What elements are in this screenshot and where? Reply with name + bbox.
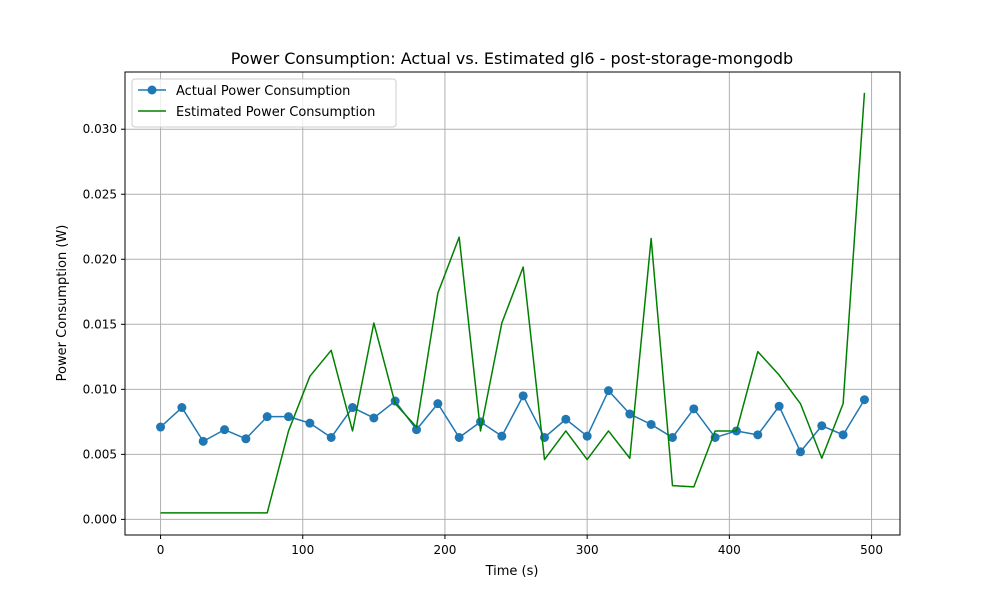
plot-area [125, 72, 900, 535]
legend-box [131, 78, 397, 128]
data-point-actual [369, 413, 379, 423]
data-point-actual [603, 386, 613, 396]
y-tick-label: 0.025 [83, 187, 117, 201]
x-tick-label: 400 [718, 543, 741, 557]
data-point-actual [156, 422, 166, 432]
data-point-actual [582, 431, 592, 441]
data-point-actual [817, 421, 827, 431]
x-tick-label: 0 [157, 543, 165, 557]
data-point-actual [305, 418, 315, 428]
data-point-actual [667, 432, 677, 442]
data-point-actual [859, 395, 869, 405]
data-point-actual [198, 436, 208, 446]
data-point-actual [518, 391, 528, 401]
data-point-actual [838, 430, 848, 440]
x-tick-label: 300 [576, 543, 599, 557]
plot-frame [124, 71, 901, 536]
y-tick-label: 0.000 [83, 512, 117, 526]
data-point-actual [795, 447, 805, 457]
series-line-actual [160, 389, 866, 453]
y-axis-title: Power Consumption (W) [55, 225, 70, 382]
data-point-actual [177, 403, 187, 413]
x-tick-label: 500 [860, 543, 883, 557]
data-point-actual [220, 425, 230, 435]
data-point-actual [625, 409, 635, 419]
x-axis-title: Time (s) [485, 564, 539, 579]
data-point-actual [433, 399, 443, 409]
series-layer [156, 92, 869, 514]
data-point-actual [646, 419, 656, 429]
data-point-actual [412, 425, 422, 435]
legend-actual-label: Actual Power Consumption [176, 84, 350, 99]
data-point-actual [262, 412, 272, 422]
data-point-actual [348, 403, 358, 413]
data-point-actual [561, 414, 571, 424]
chart-title: Power Consumption: Actual vs. Estimated … [231, 49, 793, 68]
legend-actual-marker [147, 85, 157, 95]
data-point-actual [774, 401, 784, 411]
data-point-actual [241, 434, 251, 444]
y-tick-label: 0.010 [83, 382, 117, 396]
data-point-actual [326, 432, 336, 442]
x-tick-label: 200 [434, 543, 457, 557]
x-tick-label: 100 [291, 543, 314, 557]
data-point-actual [284, 412, 294, 422]
legend-estimated-label: Estimated Power Consumption [176, 105, 375, 120]
grid-lines [125, 72, 900, 535]
series-line-estimated [160, 92, 866, 514]
data-point-actual [497, 431, 507, 441]
y-tick-label: 0.005 [83, 447, 117, 461]
y-tick-label: 0.015 [83, 317, 117, 331]
axis-ticks: 0 100 200 300 400 500 0.000 0.005 0.010 0.015 0.02… [83, 122, 883, 557]
data-point-actual [454, 432, 464, 442]
legend: Actual Power Consumption Estimated Power… [131, 78, 397, 128]
y-tick-label: 0.030 [83, 122, 117, 136]
y-tick-label: 0.020 [83, 252, 117, 266]
data-point-actual [689, 404, 699, 414]
data-point-actual [753, 430, 763, 440]
